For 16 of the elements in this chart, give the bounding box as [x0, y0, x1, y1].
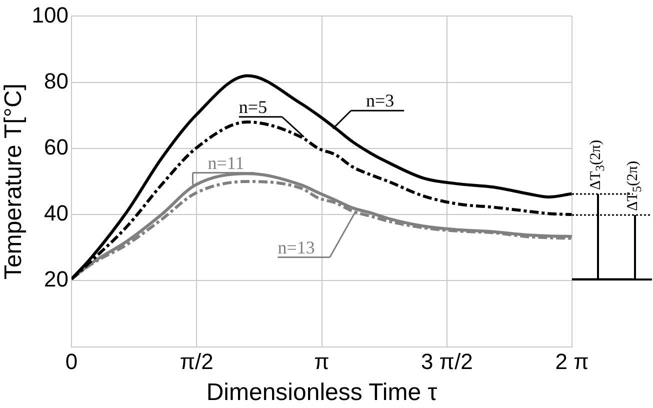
text: n=13 [278, 237, 315, 258]
x-tick-label: π/2 [180, 349, 214, 374]
y-tick-label: 60 [44, 134, 69, 160]
x-tick-label: 0 [65, 349, 78, 374]
x-tick-label: 2 π [555, 349, 589, 374]
x-axis-title: Dimensionless Time τ [206, 379, 438, 406]
x-tick-label: 3 π/2 [420, 349, 473, 374]
y-tick-label: 100 [32, 2, 69, 28]
y-axis-title: Temperature T[°C] [0, 84, 28, 280]
series-label: n=5 [238, 96, 268, 117]
x-tick-label: π [314, 349, 330, 374]
series-label: n=11 [208, 152, 244, 173]
series-label: n=3 [366, 90, 394, 111]
y-tick-label: 80 [44, 68, 69, 94]
y-tick-label: 20 [44, 266, 69, 292]
y-tick-label: 40 [44, 200, 69, 226]
